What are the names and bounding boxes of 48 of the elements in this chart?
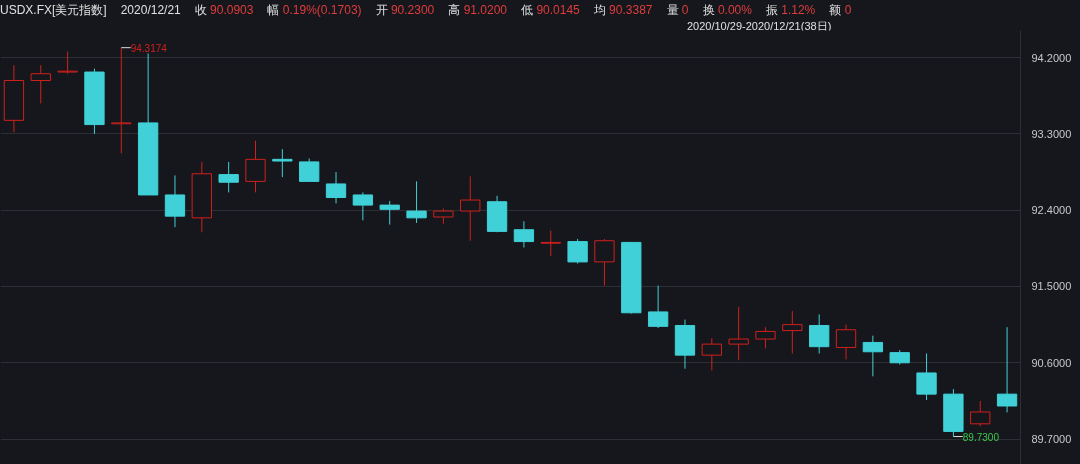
candlestick	[835, 324, 857, 360]
candlestick	[862, 335, 884, 377]
text: 2020/12/21	[120, 2, 181, 19]
candlestick	[701, 337, 722, 371]
candlestick	[540, 230, 561, 257]
candlestick	[57, 51, 78, 75]
candlestick	[996, 326, 1018, 413]
y-tick-label: 89.7000	[1031, 433, 1072, 446]
text: 量 0	[666, 2, 689, 19]
candlestick	[272, 148, 293, 178]
candlestick	[916, 352, 937, 401]
text: 开 90.2300	[375, 2, 435, 19]
candlestick	[809, 313, 830, 354]
candlestick	[513, 220, 535, 248]
text: 振 1.12%	[765, 2, 816, 19]
text: 高 91.0200	[448, 2, 508, 19]
candlestick	[406, 180, 427, 224]
text: 额 0	[829, 2, 852, 19]
y-tick-label: 91.5000	[1031, 280, 1072, 293]
text: 收 90.0903	[194, 2, 254, 19]
text: 低 90.0145	[521, 2, 580, 19]
candlestick	[218, 161, 239, 193]
candlestick	[164, 174, 186, 228]
y-tick-label: 90.6000	[1031, 356, 1072, 369]
candlestick	[30, 64, 51, 104]
y-tick-label: 94.2000	[1031, 51, 1072, 64]
candlestick	[325, 171, 347, 204]
candlestick	[299, 158, 320, 182]
candlestick	[460, 175, 481, 242]
text: 幅 0.19%(0.1703)	[267, 2, 362, 19]
candlestick	[567, 238, 588, 265]
candlestick	[728, 306, 749, 361]
annotation: 94.3174	[130, 42, 168, 54]
chart-title: USDX.FX[美元指数]	[0, 2, 107, 19]
candlestick	[111, 47, 132, 154]
text: 均 90.3387	[593, 2, 653, 19]
candlestick	[782, 310, 803, 354]
candlestick	[594, 238, 615, 287]
candlestick	[970, 400, 991, 427]
y-tick-label: 92.4000	[1031, 204, 1072, 217]
candlestick	[245, 140, 266, 193]
annotation: 89.7300	[962, 431, 1000, 443]
candlestick	[379, 200, 400, 226]
candlestick	[352, 191, 374, 221]
text: 换 0.00%	[702, 2, 752, 19]
candlestick	[647, 285, 669, 329]
y-tick-label: 93.3000	[1031, 127, 1072, 140]
candlestick	[755, 326, 776, 349]
